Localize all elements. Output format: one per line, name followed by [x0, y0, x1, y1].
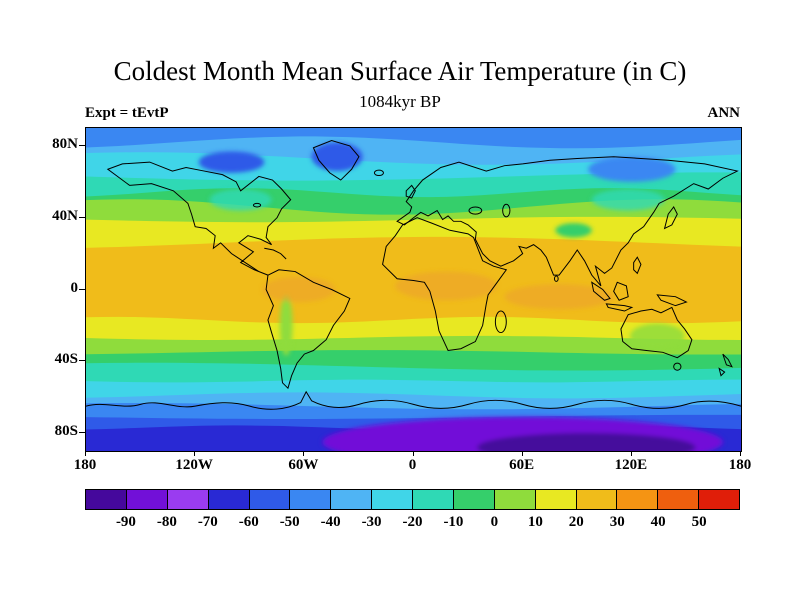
x-tick-label: 180: [728, 457, 752, 473]
colorbar-tick-label: -10: [443, 514, 464, 530]
y-tick-label: 80N: [52, 135, 78, 152]
axis-tick: [412, 451, 414, 456]
x-tick-label: 120E: [614, 457, 648, 473]
equatorial-warm-south-america: [262, 276, 336, 303]
colorbar-tick-label: -50: [279, 514, 300, 530]
colorbar-tick-label: 40: [650, 514, 666, 530]
colorbar-segment: [289, 489, 332, 510]
colorbar-segment: [698, 489, 740, 510]
colorbar-segment: [85, 489, 127, 510]
colorbar-tick-label: -80: [156, 514, 177, 530]
colorbar-tick-label: -70: [197, 514, 218, 530]
axis-tick: [85, 451, 86, 456]
colorbar-segment: [657, 489, 700, 510]
colorbar-tick-label: -60: [238, 514, 259, 530]
east-asia-cool-dip: [591, 189, 665, 211]
andes-cool-strip: [279, 294, 293, 356]
equatorial-warm-africa: [395, 271, 498, 301]
greenland-cold-patch: [311, 142, 363, 172]
colorbar-tick-label: -90: [115, 514, 136, 530]
axis-tick: [630, 451, 632, 456]
colorbar-tick-label: 10: [527, 514, 543, 530]
colorbar-segment: [166, 489, 209, 510]
australia-cool-interior: [630, 323, 685, 349]
axis-tick: [79, 432, 85, 434]
axis-tick: [79, 360, 85, 362]
colorbar-tick-label: -40: [320, 514, 341, 530]
siberia-cold-patch: [588, 156, 676, 182]
page-title: Coldest Month Mean Surface Air Temperatu…: [113, 56, 687, 86]
equatorial-warm-indian-ocean: [504, 284, 614, 310]
colorbar-segment: [330, 489, 373, 510]
regional-anomalies: [198, 142, 723, 451]
y-tick-label: 40S: [54, 351, 78, 368]
colorbar-segment: [125, 489, 168, 510]
axis-tick: [740, 451, 741, 456]
axis-tick: [521, 451, 523, 456]
colorbar-segment: [575, 489, 618, 510]
experiment-label: Expt = tEvtP: [85, 105, 169, 121]
colorbar-segment: [616, 489, 659, 510]
x-tick-label: 0: [408, 457, 417, 473]
colorbar-segment: [248, 489, 291, 510]
temperature-map-svg: [86, 128, 741, 451]
y-tick-label: 80S: [54, 423, 78, 440]
colorbar-segment: [534, 489, 577, 510]
x-tick-label: 60W: [288, 457, 319, 473]
latitude-axis: 80N 40N 0 40S 80S: [30, 0, 78, 600]
colorbar-tick-label: -20: [402, 514, 423, 530]
colorbar-tick-label: -30: [361, 514, 382, 530]
arctic-canada-cold-patch: [198, 151, 265, 173]
axis-tick: [79, 288, 85, 290]
colorbar: [85, 489, 740, 510]
temperature-bands: [86, 128, 741, 451]
antarctica-dark-core: [477, 433, 696, 451]
colorbar-tick-label: 30: [609, 514, 625, 530]
colorbar-tick-label: 50: [691, 514, 707, 530]
y-tick-label: 40N: [52, 207, 78, 224]
coastlines: [86, 140, 741, 410]
colorbar-segment: [207, 489, 250, 510]
axis-tick: [79, 144, 85, 146]
colorbar-segment: [452, 489, 495, 510]
axis-tick: [79, 216, 85, 218]
y-tick-label: 0: [70, 279, 79, 296]
axis-tick: [303, 451, 305, 456]
x-tick-label: 120W: [175, 457, 213, 473]
colorbar-tick-label: 20: [568, 514, 584, 530]
colorbar-segment: [412, 489, 454, 510]
x-tick-label: 60E: [509, 457, 535, 473]
colorbar-segment: [371, 489, 413, 510]
north-america-cool-dip: [209, 189, 272, 211]
colorbar-tick-label: 0: [490, 514, 499, 530]
plot-subtitle: 1084kyr BP: [359, 92, 441, 111]
tibetan-plateau-cool: [555, 223, 592, 238]
temperature-map: [85, 127, 742, 452]
colorbar-segment: [493, 489, 536, 510]
season-label: ANN: [707, 105, 741, 121]
axis-tick: [194, 451, 196, 456]
